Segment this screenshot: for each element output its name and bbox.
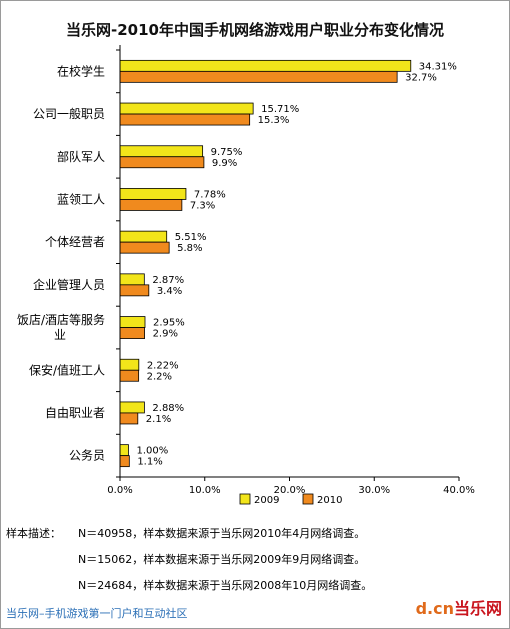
data-label: 2.2%: [147, 371, 172, 382]
bar-2009: [119, 230, 168, 243]
data-label: 9.75%: [211, 147, 243, 158]
category-label: 蓝领工人: [57, 192, 105, 206]
legend-label: 2009: [254, 495, 279, 506]
sample-note-row: 样本描述： N＝40958，样本数据来源于当乐网2010年4月网络调查。: [6, 521, 372, 547]
x-tick-label: 0.0%: [107, 485, 132, 496]
bar-2010: [119, 284, 150, 297]
category-label: 饭店/酒店等服务: [17, 312, 105, 327]
bar-2010: [119, 156, 205, 169]
legend: 2009 2010: [239, 493, 342, 506]
logo-brand: 当乐网: [453, 599, 502, 618]
bar-2009: [119, 59, 412, 72]
sample-note-line: N＝40958，样本数据来源于当乐网2010年4月网络调查。: [78, 527, 366, 540]
logo-d: d: [415, 599, 428, 618]
site-logo: d.cn当乐网: [416, 595, 502, 619]
sample-notes: 样本描述： N＝40958，样本数据来源于当乐网2010年4月网络调查。 N＝15…: [6, 521, 372, 599]
x-axis: 0.0% 10.0% 20.0% 30.0% 40.0%: [107, 45, 475, 496]
data-label: 7.78%: [194, 189, 226, 200]
bar-2009: [119, 358, 140, 371]
bar-2010: [119, 70, 398, 83]
bar-2009: [119, 188, 187, 200]
x-tick-label: 40.0%: [443, 485, 475, 496]
bars: 在校学生 34.31%32.7% 公司一般职员 15.71%15.3% 部队军人 9.75…: [17, 59, 457, 468]
data-label: 2.22%: [147, 360, 179, 371]
bar-2010: [119, 412, 139, 425]
category-label: 部队军人: [57, 149, 105, 164]
data-label: 5.8%: [177, 243, 202, 254]
bar-2010: [119, 327, 145, 339]
logo-cn: .cn: [427, 599, 454, 618]
bar-2009: [119, 102, 254, 115]
bar-2009: [119, 401, 145, 414]
data-label: 2.87%: [152, 275, 184, 286]
data-label: 15.71%: [261, 104, 299, 115]
sample-note-label: 样本描述：: [6, 527, 61, 540]
category-label: 企业管理人员: [33, 277, 105, 292]
chart-title: 当乐网-2010年中国手机网络游戏用户职业分布变化情况: [66, 21, 444, 39]
data-label: 3.4%: [157, 286, 182, 297]
x-tick-label: 30.0%: [358, 485, 390, 496]
legend-swatch-2009: [239, 493, 251, 505]
category-label: 个体经营者: [45, 235, 105, 249]
x-tick-label: 20.0%: [274, 485, 306, 496]
category-label: 在校学生: [57, 63, 105, 78]
category-label: 业: [54, 328, 66, 342]
bar-2010: [119, 113, 251, 126]
data-label: 15.3%: [258, 115, 290, 126]
data-label: 34.31%: [419, 61, 457, 72]
category-label: 保安/值班工人: [29, 362, 105, 377]
bar-2010: [119, 369, 140, 382]
data-label: 32.7%: [405, 72, 437, 83]
data-label: 2.9%: [153, 329, 178, 340]
data-label: 1.00%: [136, 446, 168, 457]
x-tick-label: 10.0%: [189, 485, 221, 496]
sample-note-row: N＝15062，样本数据来源于当乐网2009年9月网络调查。: [6, 547, 372, 573]
bar-2009: [119, 273, 145, 286]
data-label: 7.3%: [190, 200, 215, 211]
footer-text: 当乐网–手机游戏第一门户和互动社区: [6, 607, 188, 620]
bar-2010: [119, 199, 183, 211]
legend-swatch-2010: [302, 493, 314, 505]
bar-2009: [119, 444, 129, 457]
data-label: 9.9%: [212, 158, 237, 169]
data-label: 2.95%: [153, 318, 185, 329]
sample-note-row: N＝24684，样本数据来源于当乐网2008年10月网络调查。: [6, 573, 372, 599]
data-label: 1.1%: [137, 457, 162, 468]
category-label: 自由职业者: [45, 406, 105, 420]
data-label: 2.1%: [146, 414, 171, 425]
sample-note-line: N＝15062，样本数据来源于当乐网2009年9月网络调查。: [78, 553, 366, 566]
bar-2010: [119, 455, 130, 468]
sample-note-line: N＝24684，样本数据来源于当乐网2008年10月网络调查。: [78, 579, 373, 592]
category-label: 公务员: [69, 448, 105, 463]
data-label: 2.88%: [152, 403, 184, 414]
bar-2009: [119, 316, 146, 328]
data-label: 5.51%: [175, 232, 207, 243]
category-label: 公司一般职员: [33, 106, 105, 121]
bar-2010: [119, 241, 170, 254]
legend-label: 2010: [317, 495, 342, 506]
bar-2009: [119, 145, 204, 158]
bar-chart: 当乐网-2010年中国手机网络游戏用户职业分布变化情况 在校学生 34.31%32…: [17, 21, 475, 506]
